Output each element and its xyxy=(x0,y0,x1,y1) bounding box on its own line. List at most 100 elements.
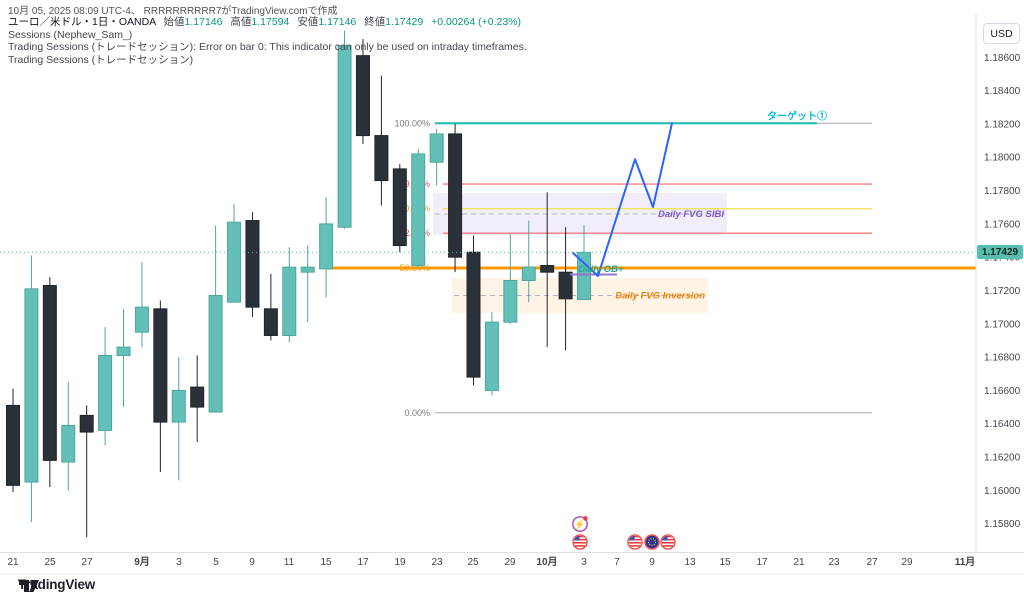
candle-9/19[interactable] xyxy=(392,163,407,253)
candle-8/25[interactable] xyxy=(42,277,57,488)
candle-8/28[interactable] xyxy=(98,327,113,446)
candle-9/4[interactable] xyxy=(190,355,205,443)
attribution-text: 10月 05, 2025 08:09 UTC-4、 RRRRRRRRRR7がTr… xyxy=(8,6,338,17)
candle-9/30[interactable] xyxy=(521,220,536,303)
time-tick-month-label: 9月 xyxy=(134,556,150,568)
legend-indicator-row-trading-sessions[interactable]: Trading Sessions (トレードセッション) xyxy=(8,53,194,66)
candle-10/1[interactable] xyxy=(540,192,555,348)
candle-9/2[interactable] xyxy=(153,300,168,473)
candle-9/23[interactable] xyxy=(429,128,444,186)
fib-level-label: 100.00% xyxy=(394,118,430,128)
candle-9/25[interactable] xyxy=(466,235,481,386)
time-tick-label: 9 xyxy=(649,557,655,568)
order-block-label: Daily OB+ xyxy=(578,264,624,275)
time-tick-label: 3 xyxy=(176,557,182,568)
candle-9/16[interactable] xyxy=(337,30,352,229)
legend: ユーロ／米ドル・1日・OANDA 始値 1.17146 高値1.17594 安値 1… xyxy=(8,16,527,66)
time-tick-label: 5 xyxy=(213,557,219,568)
candle-9/12[interactable] xyxy=(300,245,315,323)
symbol-title: ユーロ／米ドル・1日・OANDA xyxy=(8,16,156,28)
time-tick-label: 7 xyxy=(614,557,620,568)
candle-9/11[interactable] xyxy=(282,247,297,343)
legend-indicator-row-trading-sessions-error[interactable]: Trading Sessions (トレードセッション): Error on b… xyxy=(8,41,527,54)
candle-9/5[interactable] xyxy=(208,225,223,413)
candle-9/15[interactable] xyxy=(319,197,334,298)
price-tick-label: 1.18400 xyxy=(984,86,1021,97)
price-tick-label: 1.17200 xyxy=(984,286,1021,297)
time-tick-month-label: 11月 xyxy=(955,556,976,568)
tradingview-logo[interactable]: TradingView xyxy=(18,577,95,592)
time-tick-label: 27 xyxy=(866,557,878,568)
currency-unit-button[interactable]: USD xyxy=(983,23,1020,44)
time-tick-label: 29 xyxy=(901,557,913,568)
candle-10/2[interactable] xyxy=(558,227,573,351)
candlestick-series xyxy=(6,30,592,538)
time-tick-label: 21 xyxy=(7,557,19,568)
time-tick-label: 23 xyxy=(431,557,443,568)
last-price-tag: 1.17429 xyxy=(977,245,1023,260)
price-tick-label: 1.16600 xyxy=(984,386,1021,397)
price-tick-label: 1.17000 xyxy=(984,319,1021,330)
time-tick-label: 13 xyxy=(684,557,696,568)
high-label: 高値 xyxy=(230,16,252,28)
time-tick-label: 19 xyxy=(394,557,406,568)
legend-symbol-row[interactable]: ユーロ／米ドル・1日・OANDA 始値 1.17146 高値1.17594 安値 1… xyxy=(8,16,527,29)
target-label: ターゲット① xyxy=(767,109,827,122)
candle-9/26[interactable] xyxy=(484,312,499,396)
svg-text:⚡: ⚡ xyxy=(574,518,585,530)
time-tick-label: 29 xyxy=(504,557,516,568)
candle-9/3[interactable] xyxy=(171,357,186,481)
price-tick-label: 1.16800 xyxy=(984,353,1021,364)
candle-8/22[interactable] xyxy=(24,255,39,523)
price-tick-label: 1.18200 xyxy=(984,119,1021,130)
low-value: 1.17146 xyxy=(318,16,357,28)
price-tick-label: 1.16000 xyxy=(984,486,1021,497)
open-label: 始値 xyxy=(163,16,185,28)
candle-9/22[interactable] xyxy=(411,148,426,268)
event-icon-us-flag[interactable] xyxy=(660,534,676,550)
candle-9/17[interactable] xyxy=(355,38,370,144)
projection-path[interactable] xyxy=(572,122,673,278)
legend-indicator-row-sessions[interactable]: Sessions (Nephew_Sam_) xyxy=(8,28,133,41)
time-tick-label: 3 xyxy=(581,557,587,568)
fvg-box[interactable] xyxy=(433,193,727,236)
time-tick-label: 17 xyxy=(756,557,768,568)
time-tick-label: 25 xyxy=(467,557,479,568)
candle-8/21[interactable] xyxy=(6,388,20,493)
price-tick-label: 1.17600 xyxy=(984,219,1021,230)
candle-9/9[interactable] xyxy=(245,212,260,318)
candle-9/18[interactable] xyxy=(374,75,389,206)
candle-9/1[interactable] xyxy=(134,262,149,348)
candle-9/29[interactable] xyxy=(503,233,518,324)
time-tick-label: 15 xyxy=(719,557,731,568)
event-icon-eu-flag[interactable] xyxy=(644,534,660,550)
tradingview-logo-icon xyxy=(19,580,39,592)
candle-8/26[interactable] xyxy=(61,382,76,491)
fib-level-label: 0.00% xyxy=(404,408,430,418)
event-icon-us-flag[interactable] xyxy=(627,534,643,550)
price-tick-label: 1.18000 xyxy=(984,153,1021,164)
candle-9/24[interactable] xyxy=(448,123,463,273)
time-tick-label: 23 xyxy=(828,557,840,568)
fib-level-label: 50.00% xyxy=(399,263,430,273)
candle-8/29[interactable] xyxy=(116,308,131,408)
high-value: 1.17594 xyxy=(251,16,290,28)
candle-9/10[interactable] xyxy=(263,273,278,341)
price-tick-label: 1.17800 xyxy=(984,186,1021,197)
time-tick-label: 17 xyxy=(357,557,369,568)
event-icon-us-flag[interactable] xyxy=(572,534,588,550)
time-tick-label: 27 xyxy=(81,557,93,568)
time-tick-label: 15 xyxy=(320,557,332,568)
price-tick-label: 1.15800 xyxy=(984,519,1021,530)
change-value: +0.00264 (+0.23%) xyxy=(431,16,521,28)
candle-9/8[interactable] xyxy=(227,203,242,303)
candle-8/27[interactable] xyxy=(79,405,94,538)
close-value: 1.17429 xyxy=(385,16,424,28)
price-tick-label: 1.16400 xyxy=(984,419,1021,430)
time-tick-month-label: 10月 xyxy=(536,556,557,568)
time-tick-label: 25 xyxy=(44,557,56,568)
low-label: 安値 xyxy=(297,16,319,28)
event-icon-economic-lightning[interactable]: ⚡ xyxy=(572,516,588,532)
